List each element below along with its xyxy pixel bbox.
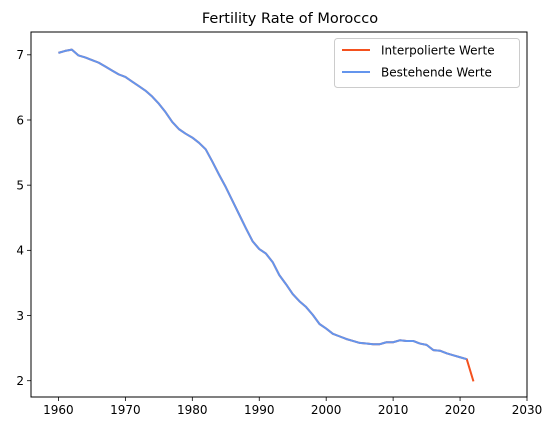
- x-tick-label: 1980: [177, 403, 208, 417]
- axes: 1960 1970 1980 1990 2000 2010 2020 2030 2 3 4 5 6 7: [16, 48, 542, 417]
- series-line-bestehende-werte: [58, 50, 466, 360]
- x-tick-label: 2000: [311, 403, 342, 417]
- y-tick-label: 7: [16, 48, 24, 62]
- x-tick-label: 2020: [445, 403, 476, 417]
- plot-marks: [58, 50, 473, 382]
- y-tick-label: 6: [16, 113, 24, 127]
- series-line-interpolierte-werte: [58, 50, 473, 382]
- legend: Interpolierte Werte Bestehende Werte: [335, 39, 520, 88]
- y-tick-label: 3: [16, 309, 24, 323]
- legend-label-interpolierte-werte: Interpolierte Werte: [381, 44, 495, 58]
- x-tick-label: 2010: [378, 403, 409, 417]
- x-tick-label: 1960: [43, 403, 74, 417]
- x-tick-label: 1990: [244, 403, 275, 417]
- y-tick-label: 5: [16, 178, 24, 192]
- y-tick-label: 4: [16, 244, 24, 258]
- x-tick-label: 1970: [110, 403, 141, 417]
- chart-title: Fertility Rate of Morocco: [202, 11, 378, 27]
- legend-label-bestehende-werte: Bestehende Werte: [381, 66, 492, 80]
- y-tick-label: 2: [16, 374, 24, 388]
- x-tick-label: 2030: [512, 403, 543, 417]
